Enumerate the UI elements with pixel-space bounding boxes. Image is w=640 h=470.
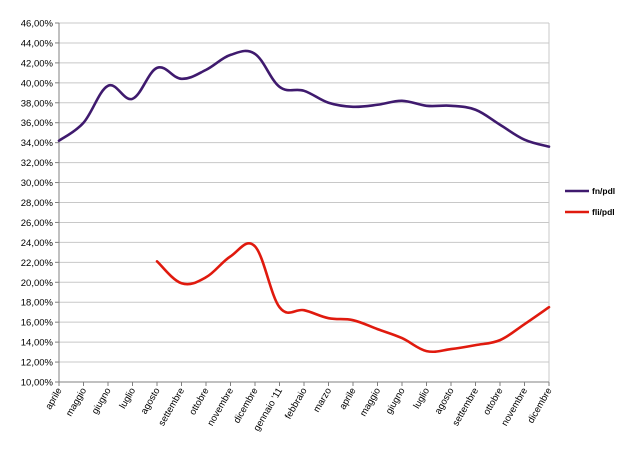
y-tick-label: 36,00% [21, 118, 54, 129]
y-tick-label: 28,00% [21, 198, 54, 209]
legend-label: fn/pdl [592, 186, 615, 196]
y-tick-label: 34,00% [21, 138, 54, 149]
x-tick-label: giugno [90, 386, 114, 416]
y-tick-label: 40,00% [21, 78, 54, 89]
y-tick-label: 16,00% [21, 318, 54, 329]
y-tick-label: 46,00% [21, 19, 54, 30]
x-tick-label: maggio [358, 386, 383, 418]
bottom-strip [0, 458, 640, 470]
series-lines [57, 49, 551, 354]
x-tick-label: ottobre [481, 386, 505, 417]
series-line-2 [155, 242, 551, 354]
y-tick-label: 42,00% [21, 58, 54, 69]
x-tick-label: dicembre [526, 386, 555, 425]
x-tick-label: marzo [311, 386, 334, 414]
y-tick-label: 30,00% [21, 178, 54, 189]
y-tick-label: 38,00% [21, 98, 54, 109]
y-tick-label: 18,00% [21, 298, 54, 309]
x-tick-label: luglio [411, 386, 432, 411]
y-tick-label: 26,00% [21, 218, 54, 229]
x-tick-label: aprile [43, 386, 64, 412]
x-tick-label: febbraio [283, 386, 310, 421]
legend-label: fli/pdl [592, 207, 615, 217]
y-tick-label: 12,00% [21, 358, 54, 369]
x-tick-label: luglio [117, 386, 138, 411]
y-tick-label: 20,00% [21, 278, 54, 289]
y-tick-label: 14,00% [21, 338, 54, 349]
x-tick-label: maggio [64, 386, 89, 418]
y-tick-label: 24,00% [21, 238, 54, 249]
x-tick-label: agosto [139, 386, 163, 416]
axes [55, 22, 550, 386]
x-tick-label: aprile [337, 386, 358, 412]
x-tick-label: giugno [384, 386, 408, 416]
x-tick-label: agosto [433, 386, 457, 416]
x-tick-label: ottobre [187, 386, 211, 417]
y-tick-label: 10,00% [21, 378, 54, 389]
y-tick-label: 22,00% [21, 258, 54, 269]
legend: fn/pdl fli/pdl [565, 186, 615, 217]
y-tick-label: 44,00% [21, 38, 54, 49]
y-tick-label: 32,00% [21, 158, 54, 169]
y-tick-labels: 10,00% 12,00% 14,00% 16,00% 18,00% 20,00% 22,0… [21, 19, 54, 389]
gridlines [59, 22, 550, 382]
